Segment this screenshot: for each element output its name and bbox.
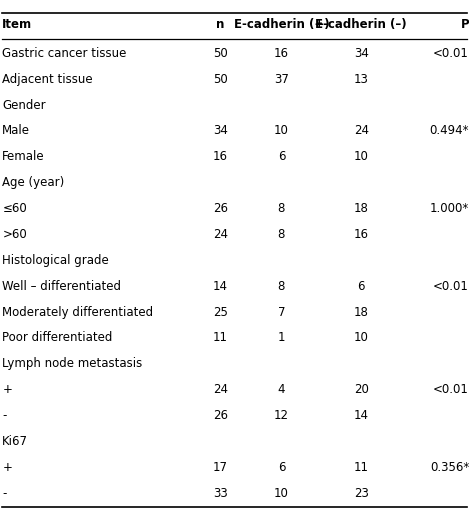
Text: 10: 10 [274, 124, 289, 138]
Text: 16: 16 [274, 47, 289, 60]
Text: 24: 24 [213, 228, 228, 241]
Text: 8: 8 [278, 202, 285, 215]
Text: n: n [216, 19, 225, 31]
Text: 26: 26 [213, 202, 228, 215]
Text: 14: 14 [354, 409, 369, 422]
Text: 18: 18 [354, 305, 369, 319]
Text: 10: 10 [354, 331, 369, 345]
Text: 24: 24 [213, 383, 228, 396]
Text: Poor differentiated: Poor differentiated [2, 331, 113, 345]
Text: 24: 24 [354, 124, 369, 138]
Text: 8: 8 [278, 280, 285, 293]
Text: 18: 18 [354, 202, 369, 215]
Text: P: P [461, 19, 469, 31]
Text: Histological grade: Histological grade [2, 254, 109, 267]
Text: Female: Female [2, 150, 45, 164]
Text: 14: 14 [213, 280, 228, 293]
Text: Lymph node metastasis: Lymph node metastasis [2, 357, 143, 370]
Text: -: - [2, 486, 7, 500]
Text: Gastric cancer tissue: Gastric cancer tissue [2, 47, 127, 60]
Text: <0.01: <0.01 [433, 280, 469, 293]
Text: <0.01: <0.01 [433, 47, 469, 60]
Text: 16: 16 [354, 228, 369, 241]
Text: Adjacent tissue: Adjacent tissue [2, 73, 93, 85]
Text: Well – differentiated: Well – differentiated [2, 280, 121, 293]
Text: Item: Item [2, 19, 32, 31]
Text: Age (year): Age (year) [2, 176, 65, 189]
Text: 10: 10 [354, 150, 369, 164]
Text: 10: 10 [274, 486, 289, 500]
Text: 20: 20 [354, 383, 369, 396]
Text: 50: 50 [213, 47, 228, 60]
Text: 11: 11 [354, 461, 369, 474]
Text: 12: 12 [274, 409, 289, 422]
Text: 11: 11 [213, 331, 228, 345]
Text: 7: 7 [278, 305, 285, 319]
Text: +: + [2, 383, 12, 396]
Text: ≤60: ≤60 [2, 202, 27, 215]
Text: 17: 17 [213, 461, 228, 474]
Text: 23: 23 [354, 486, 369, 500]
Text: Male: Male [2, 124, 30, 138]
Text: 34: 34 [213, 124, 228, 138]
Text: 26: 26 [213, 409, 228, 422]
Text: Gender: Gender [2, 99, 46, 112]
Text: E-cadherin (–): E-cadherin (–) [315, 19, 407, 31]
Text: 4: 4 [278, 383, 285, 396]
Text: <0.01: <0.01 [433, 383, 469, 396]
Text: >60: >60 [2, 228, 27, 241]
Text: Ki67: Ki67 [2, 435, 28, 448]
Text: 1: 1 [278, 331, 285, 345]
Text: 6: 6 [357, 280, 365, 293]
Text: 0.494*: 0.494* [430, 124, 469, 138]
Text: 13: 13 [354, 73, 369, 85]
Text: E-cadherin (+): E-cadherin (+) [234, 19, 329, 31]
Text: 1.000*: 1.000* [430, 202, 469, 215]
Text: -: - [2, 409, 7, 422]
Text: Moderately differentiated: Moderately differentiated [2, 305, 153, 319]
Text: 50: 50 [213, 73, 228, 85]
Text: 34: 34 [354, 47, 369, 60]
Text: 6: 6 [278, 150, 285, 164]
Text: 37: 37 [274, 73, 289, 85]
Text: 33: 33 [213, 486, 228, 500]
Text: 8: 8 [278, 228, 285, 241]
Text: 25: 25 [213, 305, 228, 319]
Text: +: + [2, 461, 12, 474]
Text: 16: 16 [213, 150, 228, 164]
Text: 0.356*: 0.356* [430, 461, 469, 474]
Text: 6: 6 [278, 461, 285, 474]
